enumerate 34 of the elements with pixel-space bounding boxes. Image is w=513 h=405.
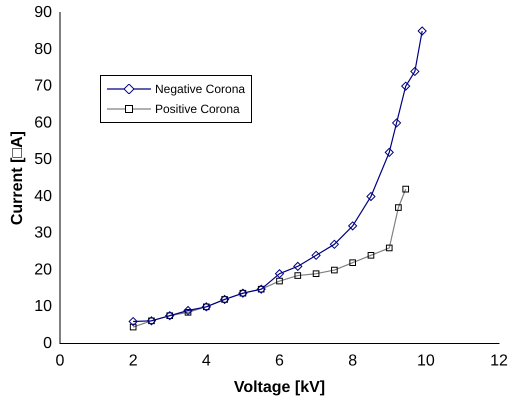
x-tick-label: 10 — [416, 352, 435, 370]
point — [128, 317, 138, 326]
legend-label: Negative Corona — [154, 82, 246, 96]
x-tick-label: 0 — [56, 352, 65, 370]
y-tick-label: 80 — [34, 40, 52, 58]
x-tick-label: 8 — [348, 352, 358, 370]
point — [366, 192, 376, 201]
y-tick-label: 20 — [34, 261, 52, 278]
x-tick-label: 6 — [275, 352, 284, 370]
x-tick-label: 4 — [202, 352, 211, 370]
y-tick-label: 40 — [34, 188, 52, 205]
point — [392, 118, 402, 128]
y-tick-label: 30 — [34, 224, 52, 242]
x-tick-label: 12 — [490, 352, 508, 370]
point — [401, 82, 410, 91]
y-tick-label: 60 — [34, 114, 52, 132]
x-axis-title: Voltage [kV] — [234, 378, 326, 396]
point — [410, 66, 420, 76]
y-tick-label: 0 — [43, 335, 52, 352]
point — [348, 221, 358, 230]
point — [418, 26, 427, 36]
point — [330, 240, 339, 249]
y-tick-label: 70 — [34, 78, 52, 95]
y-axis-title: Current [□A] — [9, 131, 26, 226]
y-tick-label: 90 — [34, 4, 52, 22]
x-tick-label: 2 — [128, 352, 138, 370]
y-tick-label: 10 — [34, 298, 52, 316]
point — [384, 148, 394, 157]
point — [184, 306, 193, 315]
point — [275, 269, 284, 278]
legend-label: Positive Corona — [154, 102, 240, 116]
point — [312, 250, 321, 260]
point — [293, 262, 302, 271]
y-tick-label: 50 — [34, 151, 52, 168]
